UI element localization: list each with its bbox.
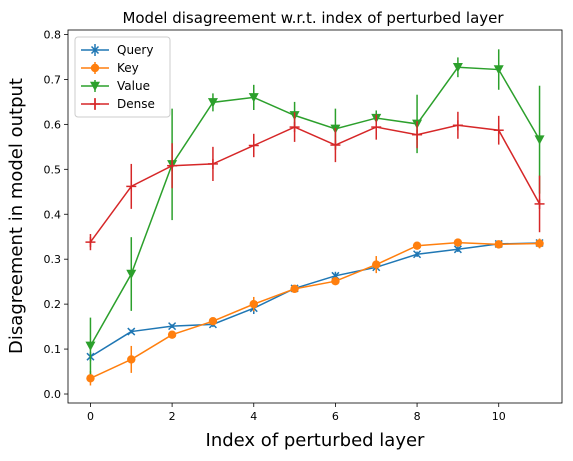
y-tick-label: 0.3 (44, 253, 62, 266)
key-point (208, 317, 218, 326)
y-tick-label: 0.8 (44, 28, 62, 41)
key-point (86, 374, 95, 383)
y-tick-label: 0.0 (44, 388, 62, 401)
value-point (534, 135, 545, 145)
y-axis-label: Disagreement in model output (6, 78, 27, 354)
dense-point (371, 122, 382, 133)
x-tick-label: 6 (332, 410, 339, 423)
dense-point (167, 160, 178, 171)
legend-swatch-marker (90, 63, 100, 73)
key-point (412, 241, 422, 250)
key-point (535, 239, 544, 248)
legend-label: Dense (117, 97, 155, 111)
value-point (85, 341, 96, 351)
x-tick-label: 4 (250, 410, 257, 423)
y-tick-label: 0.4 (44, 208, 62, 221)
legend-entry-query: Query (81, 43, 153, 57)
legend-box (74, 36, 171, 118)
dense-point (452, 120, 463, 131)
dense-point (85, 237, 96, 248)
key-point (331, 277, 340, 286)
legend-entry-key: Key (81, 61, 139, 75)
legend-label: Key (117, 61, 139, 75)
series-dense (85, 111, 545, 251)
plot-frame (67, 29, 563, 404)
x-tick-label: 10 (492, 410, 506, 423)
key-point (249, 299, 258, 309)
value-point (452, 63, 463, 73)
chart-title: Model disagreement w.r.t. index of pertu… (122, 9, 504, 27)
legend-swatch-marker (90, 45, 100, 55)
value-point (493, 65, 504, 75)
key-point (127, 355, 136, 364)
y-tick-label: 0.5 (44, 163, 62, 176)
query-point (127, 327, 136, 336)
y-axis-ticks: 0.0 0.1 0.2 0.3 0.4 0.5 0.6 0.7 0.8 (44, 28, 68, 401)
y-tick-label: 0.1 (44, 343, 62, 356)
dense-point (289, 122, 300, 133)
dense-point (126, 181, 137, 192)
value-point (126, 269, 137, 280)
y-tick-label: 0.6 (44, 118, 62, 131)
legend-entry-value: Value (81, 79, 150, 93)
key-point (453, 238, 463, 247)
x-axis-ticks: 0 2 4 6 8 10 (87, 403, 506, 423)
legend-swatch-marker (90, 99, 100, 109)
key-point (494, 240, 503, 249)
legend-entry-dense: Dense (81, 97, 155, 111)
dense-point (534, 198, 545, 209)
key-point (167, 330, 177, 339)
x-tick-label: 8 (414, 410, 421, 423)
query-point (413, 250, 422, 259)
key-point (290, 284, 299, 294)
key-line (90, 241, 540, 379)
key-point (372, 260, 381, 269)
x-tick-label: 2 (169, 410, 176, 423)
dense-line (89, 124, 541, 243)
y-tick-label: 0.2 (44, 298, 62, 311)
query-point (453, 245, 462, 254)
query-line (90, 242, 540, 358)
legend-label: Value (117, 79, 150, 93)
dense-point (330, 140, 341, 151)
dense-point (248, 140, 259, 151)
dense-point (493, 125, 504, 136)
x-axis-label: Index of perturbed layer (206, 430, 426, 451)
legend-label: Query (117, 43, 153, 57)
x-tick-label: 0 (87, 410, 94, 423)
legend: Query Key Value Dense (74, 36, 171, 118)
dense-point (207, 158, 218, 169)
query-point (168, 322, 177, 331)
value-point (248, 93, 259, 103)
value-line (89, 66, 541, 347)
series-layer (85, 49, 545, 386)
value-point (207, 98, 218, 108)
dense-point (412, 129, 423, 140)
legend-swatch-marker (90, 81, 100, 91)
y-tick-label: 0.7 (44, 73, 62, 86)
